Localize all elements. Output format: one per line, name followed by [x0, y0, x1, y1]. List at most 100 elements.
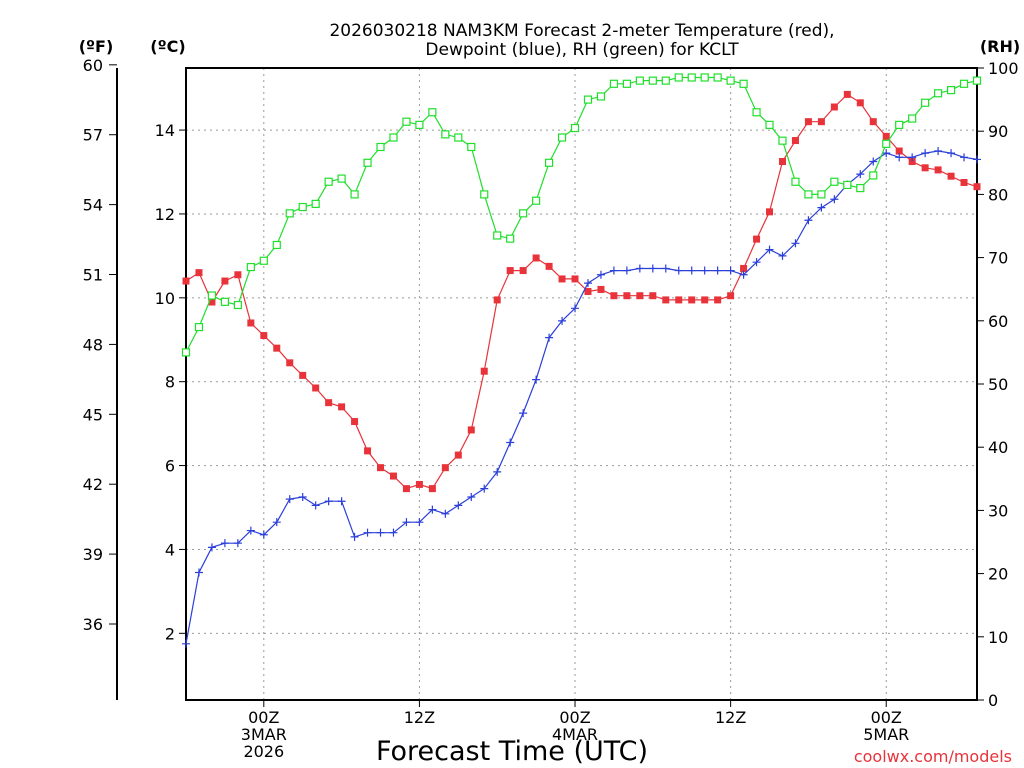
- rh-point-20: [441, 130, 450, 139]
- dewpoint-point-22: [467, 493, 476, 502]
- temperature-point-57: [921, 164, 929, 172]
- temperature-point-27: [532, 254, 540, 262]
- dewpoint-point-43: [739, 270, 748, 279]
- rh-point-52: [856, 183, 865, 193]
- rh-point-22: [467, 142, 476, 152]
- dewpoint-point-56: [908, 153, 917, 162]
- temperature-point-15: [377, 464, 385, 472]
- tick-label-x: 2026: [243, 742, 284, 761]
- dewpoint-point-17: [402, 518, 411, 527]
- tick-label-rh: 10: [988, 628, 1008, 647]
- dewpoint-point-16: [389, 528, 398, 537]
- tick-label-c: 12: [155, 205, 175, 224]
- temperature-point-34: [623, 292, 631, 300]
- tick-label-f: 36: [83, 615, 103, 634]
- tick-label-f: 39: [83, 545, 103, 564]
- rh-point-1: [194, 323, 204, 332]
- tick-label-x: 4MAR: [552, 725, 598, 744]
- dewpoint-point-24: [493, 467, 502, 476]
- rh-point-58: [933, 89, 943, 98]
- temperature-point-47: [791, 137, 799, 145]
- temperature-point-30: [571, 275, 579, 283]
- rh-point-2: [207, 291, 217, 300]
- dewpoint-point-10: [311, 501, 320, 510]
- tick-label-f: 57: [83, 126, 103, 145]
- gridlines: [186, 68, 977, 700]
- temperature-point-56: [908, 158, 916, 166]
- temperature-point-43: [740, 264, 748, 272]
- rh-point-3: [220, 297, 230, 306]
- temperature-point-45: [766, 208, 774, 216]
- dewpoint-point-13: [350, 532, 359, 541]
- tick-label-rh: 20: [988, 565, 1008, 584]
- tick-label-c: 10: [155, 289, 175, 308]
- dewpoint-point-46: [778, 251, 787, 260]
- temperature-point-25: [506, 267, 514, 275]
- temperature-point-41: [714, 296, 722, 304]
- tick-label-x: 12Z: [715, 708, 746, 727]
- dewpoint-point-58: [934, 147, 943, 156]
- rh-point-33: [609, 79, 619, 88]
- dewpoint-point-36: [648, 264, 657, 273]
- rh-point-23: [480, 190, 489, 199]
- temperature-point-44: [753, 235, 761, 243]
- temperature-point-38: [675, 296, 683, 304]
- tick-label-rh: 70: [988, 249, 1008, 268]
- temperature-point-3: [221, 277, 229, 285]
- tick-label-x: 00Z: [248, 708, 279, 727]
- rh-point-36: [648, 76, 657, 85]
- dewpoint-point-27: [532, 375, 541, 384]
- tick-label-rh: 0: [988, 691, 998, 710]
- tick-label-f: 42: [83, 475, 103, 494]
- dewpoint-point-29: [558, 316, 567, 325]
- dewpoint-point-61: [973, 155, 981, 164]
- rh-point-21: [454, 133, 463, 142]
- temperature-point-40: [701, 296, 709, 304]
- rh-point-13: [350, 190, 359, 199]
- dewpoint-point-2: [207, 543, 216, 552]
- temperature-point-9: [299, 371, 307, 379]
- rh-point-37: [661, 76, 670, 85]
- dewpoint-point-31: [583, 279, 592, 288]
- rh-point-48: [804, 190, 813, 199]
- tick-label-c: 2: [165, 624, 175, 643]
- temperature-point-17: [402, 485, 410, 493]
- dewpoint-point-11: [324, 497, 333, 506]
- x-axis-label: Forecast Time (UTC): [376, 736, 648, 767]
- dewpoint-point-15: [376, 528, 385, 537]
- tick-label-rh: 100: [988, 59, 1019, 78]
- chart-title-line-2: Dewpoint (blue), RH (green) for KCLT: [425, 40, 739, 60]
- temperature-point-42: [727, 292, 735, 300]
- temperature-point-37: [662, 296, 670, 304]
- dewpoint-point-3: [220, 539, 229, 548]
- credit-text: coolwx.com/models: [854, 747, 1012, 766]
- rh-point-43: [739, 79, 748, 88]
- dewpoint-point-47: [791, 239, 800, 248]
- rh-point-42: [726, 76, 735, 85]
- temperature-point-46: [778, 158, 786, 166]
- dewpoint-point-53: [869, 157, 878, 166]
- dewpoint-point-25: [506, 438, 515, 447]
- dewpoint-point-42: [726, 266, 735, 275]
- tick-label-c: 6: [165, 457, 175, 476]
- dewpoint-point-26: [519, 409, 528, 418]
- rh-point-7: [272, 240, 281, 250]
- rh-point-50: [830, 177, 839, 186]
- temperature-point-33: [610, 292, 618, 300]
- rh-point-49: [817, 190, 826, 199]
- temperature-point-23: [480, 367, 488, 375]
- dewpoint-point-32: [596, 270, 605, 279]
- rh-point-54: [882, 139, 891, 148]
- rh-point-28: [544, 158, 554, 167]
- dewpoint-point-34: [622, 266, 631, 275]
- temperature-line: [185, 93, 978, 490]
- rh-point-15: [376, 142, 385, 152]
- temperature-point-53: [869, 118, 877, 126]
- tick-label-f: 51: [83, 266, 103, 285]
- tick-label-x: 5MAR: [863, 725, 909, 744]
- dewpoint-point-4: [233, 539, 242, 548]
- rh-point-11: [324, 177, 333, 186]
- rh-point-41: [713, 73, 722, 82]
